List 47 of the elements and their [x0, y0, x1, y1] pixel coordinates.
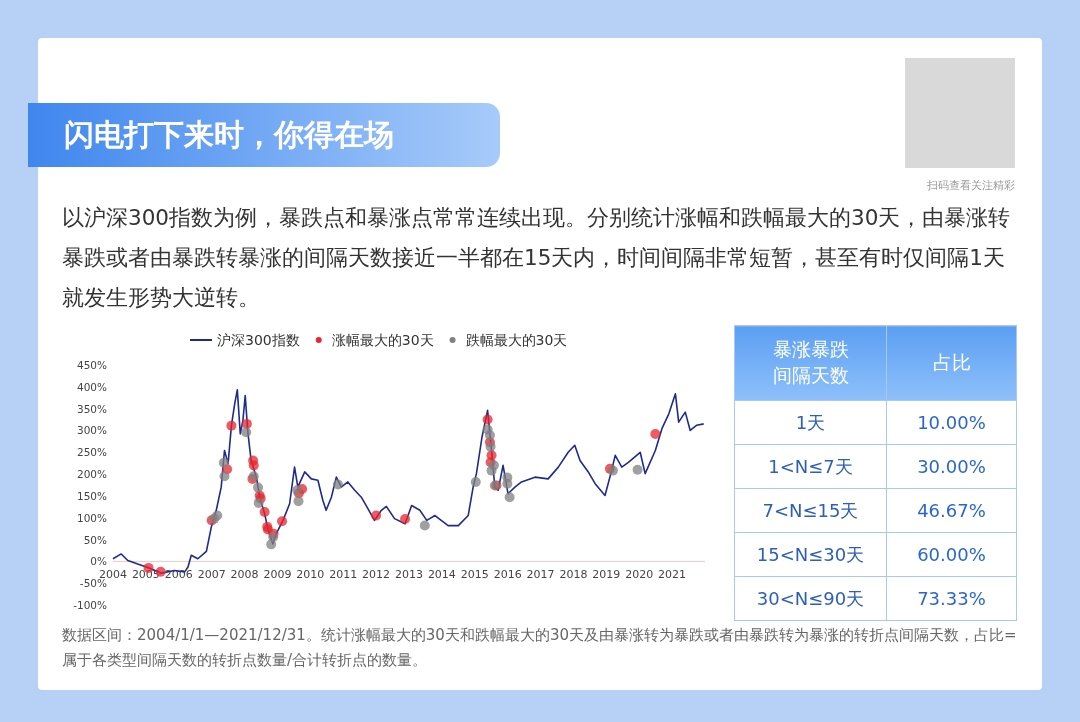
- category-label: 30<N≤90天: [734, 576, 887, 621]
- legend-label: 跌幅最大的30天: [465, 332, 568, 348]
- y-tick-label: 350%: [76, 402, 108, 415]
- text: 46.67%: [917, 500, 986, 521]
- text: 数据区间：2004/1/1—2021/12/31。统计涨幅最大的30天和跌幅最大的30天及由暴涨转为暴跌或者由暴跌转为暴涨的转折点间隔天数，占比=属于各类型间隔天数的转折点数量/合计转折点的数量。: [62, 625, 1018, 671]
- x-tick-label: 2009: [263, 568, 292, 582]
- y-tick-label: 250%: [76, 446, 108, 459]
- x-tick-label: 2020: [625, 568, 654, 582]
- x-tick-label: 2015: [460, 568, 489, 582]
- x-tick-label: 2008: [230, 568, 259, 582]
- x-tick-label: 2016: [493, 568, 522, 582]
- y-tick-label: 150%: [76, 489, 108, 502]
- x-tick-label: 2012: [362, 568, 391, 582]
- category-label: 7<N≤15天: [734, 488, 887, 533]
- x-tick-label: 2019: [592, 568, 621, 582]
- y-tick-label: -100%: [73, 599, 108, 611]
- y-tick-label: 300%: [76, 424, 108, 437]
- y-tick-label: 50%: [83, 533, 108, 546]
- text: 73.33%: [917, 588, 986, 609]
- y-tick-label: 400%: [76, 380, 108, 393]
- text: 60.00%: [917, 544, 986, 565]
- x-tick-label: 2013: [395, 568, 423, 582]
- y-tick-label: 200%: [76, 468, 108, 481]
- y-tick-label: 0%: [90, 555, 108, 568]
- chart-subtitle: 以沪深300指数为例，暴跌点和暴涨点常常连续出现。分别统计涨幅和跌幅最大的30天，由暴涨转暴跌或者由暴跌转暴涨的间隔天数接近一半都在15天内，时间间隔非常短暂，甚至有时仅间隔1天就发生形势大逆转。: [62, 204, 1012, 312]
- x-tick-label: 2005: [131, 568, 160, 582]
- x-tick-label: 2021: [658, 568, 687, 582]
- category-label: 15<N≤30天: [734, 532, 887, 577]
- category-label: 1天: [734, 400, 887, 445]
- text: 暴涨暴跌间隔天数: [734, 325, 887, 401]
- x-tick-label: 2007: [197, 568, 226, 582]
- x-tick-label: 2011: [329, 568, 358, 582]
- category-label: 1<N≤7天: [734, 444, 887, 489]
- text: 10.00%: [917, 412, 986, 433]
- x-tick-label: 2010: [296, 568, 325, 582]
- y-tick-label: -50%: [79, 577, 108, 590]
- y-tick-label: 100%: [76, 511, 108, 524]
- text: 30.00%: [917, 456, 986, 477]
- x-tick-label: 2014: [427, 568, 456, 582]
- legend-label: 涨幅最大的30天: [331, 332, 434, 348]
- y-tick-label: 450%: [76, 359, 108, 371]
- text: 扫码查看关注精彩: [926, 178, 1015, 193]
- text: 占比: [886, 325, 1017, 401]
- chart-title: 闪电打下来时，你得在场: [28, 103, 500, 167]
- x-tick-label: 2018: [559, 568, 588, 582]
- legend-label: 沪深300指数: [217, 332, 300, 348]
- x-tick-label: 2017: [526, 568, 555, 582]
